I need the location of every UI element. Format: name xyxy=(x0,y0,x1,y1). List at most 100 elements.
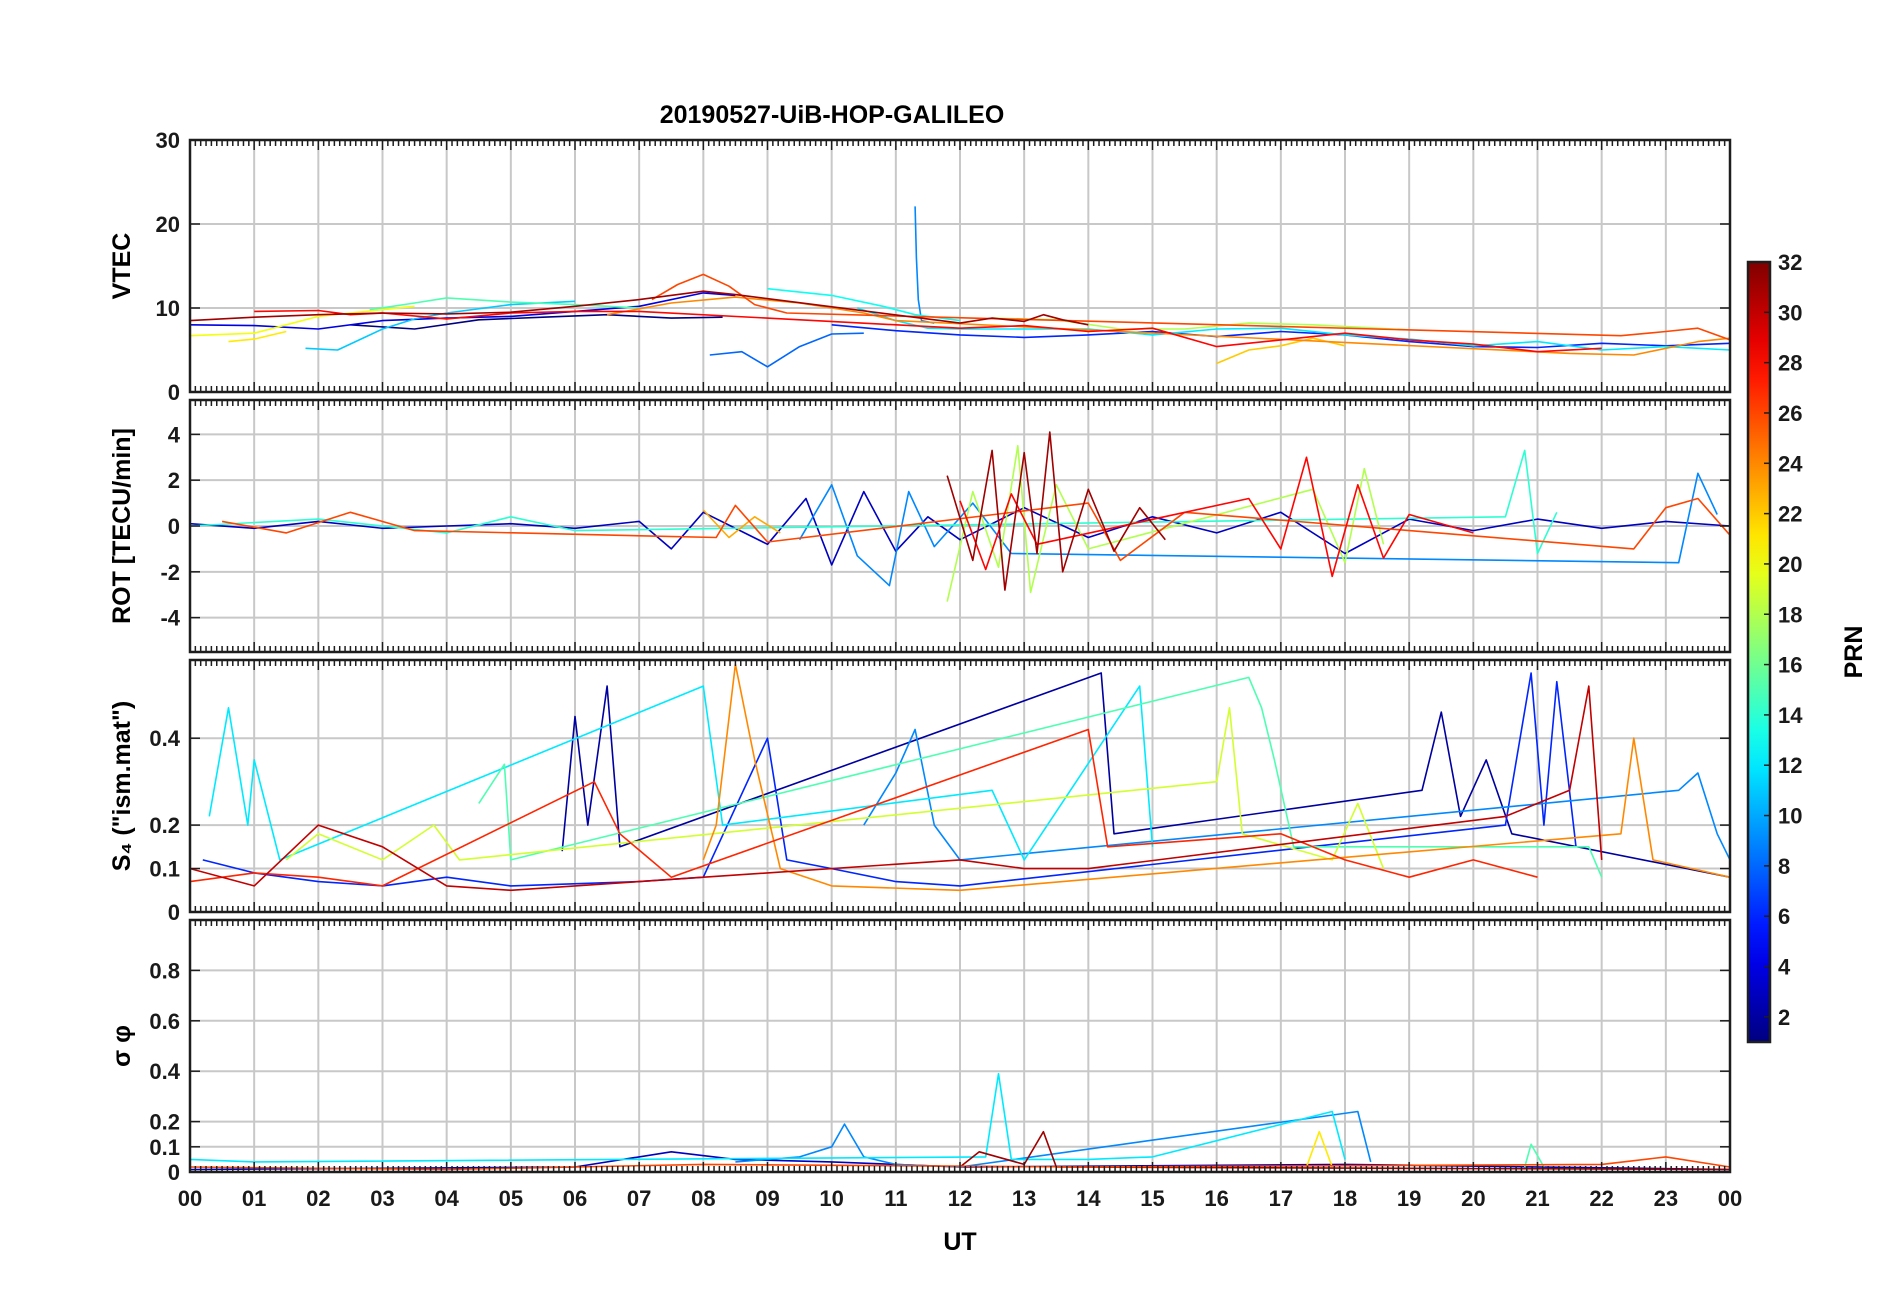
y-tick-label: 0.8 xyxy=(149,958,180,983)
x-tick-label: 17 xyxy=(1269,1186,1293,1211)
series-prn-31 xyxy=(946,431,1166,591)
panel-rot: -4 -2 0 2 4 ROT [TECU/min] xyxy=(108,398,1732,654)
x-tick-label: 11 xyxy=(884,1186,907,1211)
x-tick-label: 07 xyxy=(627,1186,651,1211)
x-tick-label: 08 xyxy=(691,1186,715,1211)
y-tick-label: -2 xyxy=(160,560,180,585)
figure-title: 20190527-UiB-HOP-GALILEO xyxy=(660,101,1005,129)
series-prn-12 xyxy=(208,685,1154,861)
x-tick-label: 18 xyxy=(1333,1186,1357,1211)
colorbar-tick-label: 10 xyxy=(1778,804,1802,829)
series-prn-23 xyxy=(702,509,781,539)
s4-series xyxy=(190,663,1730,892)
x-tick-label: 01 xyxy=(242,1186,266,1211)
y-axis-label: ROT [TECU/min] xyxy=(108,428,136,624)
series-prn-8 xyxy=(709,332,864,368)
series-prn-6 xyxy=(202,672,1577,887)
x-tick-label: 14 xyxy=(1076,1186,1101,1211)
series-prn-1 xyxy=(350,313,723,330)
colorbar-tick-label: 24 xyxy=(1778,451,1803,476)
y-tick-label: 0.6 xyxy=(149,1009,180,1034)
y-tick-label: 0 xyxy=(168,900,180,925)
y-tick-label: 2 xyxy=(168,468,180,493)
y-tick-label: 4 xyxy=(168,422,181,447)
series-prn-11 xyxy=(305,300,576,351)
panel-s4: 0 0.1 0.2 0.4 S₄ ("ism.mat") xyxy=(108,658,1732,925)
y-axis-label: VTEC xyxy=(108,233,136,300)
panel-vtec: 0 10 20 30 VTEC xyxy=(108,128,1732,405)
series-prn-12 xyxy=(190,1072,1346,1163)
y-tick-label: 0 xyxy=(168,380,180,405)
x-tick-label: 03 xyxy=(370,1186,394,1211)
x-tick-label: 04 xyxy=(434,1186,459,1211)
y-tick-label: 0.1 xyxy=(149,1135,180,1160)
x-tick-label: 00 xyxy=(178,1186,202,1211)
y-tick-label: 0 xyxy=(168,1160,180,1185)
series-prn-19 xyxy=(285,707,1385,869)
series-prn-9 xyxy=(735,1110,1372,1168)
series-prn-18 xyxy=(946,445,1385,602)
y-tick-label: -4 xyxy=(160,606,180,631)
x-tick-label: 15 xyxy=(1140,1186,1164,1211)
colorbar-tick-label: 4 xyxy=(1778,955,1791,980)
x-axis: 00 01 02 03 04 05 06 07 08 09 10 11 12 13 14 15 16 17 18 19… xyxy=(178,1186,1742,1256)
x-tick-label: 09 xyxy=(755,1186,779,1211)
x-tick-label: 13 xyxy=(1012,1186,1036,1211)
colorbar-tick-label: 32 xyxy=(1778,250,1802,275)
series-prn-31 xyxy=(190,290,1089,326)
series-prn-15 xyxy=(478,676,1603,878)
series-prn-24 xyxy=(606,296,1730,356)
panel-sigma: 00.10.2 0.4 0.6 0.8 σ φ xyxy=(108,918,1732,1185)
series-prn-21 xyxy=(1305,1130,1333,1168)
colorbar-tick-label: 18 xyxy=(1778,602,1802,627)
y-tick-label: 10 xyxy=(156,296,180,321)
x-tick-label: 02 xyxy=(306,1186,330,1211)
rot-series xyxy=(190,431,1730,602)
y-tick-label: 0.4 xyxy=(149,726,180,751)
y-tick-label: 0.2 xyxy=(149,813,180,838)
series-prn-26 xyxy=(651,273,1730,341)
colorbar-tick-label: 28 xyxy=(1778,351,1802,376)
colorbar-tick-label: 2 xyxy=(1778,1005,1790,1030)
colorbar-frame xyxy=(1746,260,1772,1044)
series-prn-2 xyxy=(561,672,1730,878)
colorbar-tick-label: 20 xyxy=(1778,552,1802,577)
y-axis-label: S₄ ("ism.mat") xyxy=(108,701,136,871)
y-tick-label: 20 xyxy=(156,212,180,237)
y-tick-label: 0.4 xyxy=(149,1059,180,1084)
x-tick-label: 06 xyxy=(563,1186,587,1211)
series-prn-15 xyxy=(1523,1143,1545,1168)
colorbar-tick-label: 6 xyxy=(1778,904,1790,929)
series-prn-9 xyxy=(798,472,1718,587)
y-axis-label: σ φ xyxy=(108,1025,136,1067)
series-prn-4 xyxy=(190,292,736,330)
colorbar-tick-label: 14 xyxy=(1778,703,1803,728)
colorbar-tick-label: 8 xyxy=(1778,854,1790,879)
x-tick-label: 19 xyxy=(1397,1186,1421,1211)
y-tick-label: 0 xyxy=(168,514,180,539)
x-tick-label: 20 xyxy=(1461,1186,1485,1211)
x-axis-label: UT xyxy=(943,1228,976,1256)
series-prn-26 xyxy=(221,497,1730,562)
x-tick-label: 05 xyxy=(499,1186,523,1211)
y-tick-label: 0.1 xyxy=(149,857,180,882)
colorbar-tick-label: 16 xyxy=(1778,653,1802,678)
colorbar-label: PRN xyxy=(1840,626,1868,679)
colorbar-tick-label: 26 xyxy=(1778,401,1802,426)
colorbar-tick-label: 12 xyxy=(1778,753,1802,778)
series-prn-6 xyxy=(831,324,1730,349)
x-tick-label: 16 xyxy=(1204,1186,1228,1211)
series-prn-20 xyxy=(190,305,415,337)
y-tick-label: 30 xyxy=(156,128,180,153)
x-tick-label: 21 xyxy=(1525,1186,1549,1211)
series-prn-12 xyxy=(857,307,1730,351)
colorbar-tick-label: 30 xyxy=(1778,300,1802,325)
vtec-series xyxy=(190,206,1730,368)
x-tick-label: 00 xyxy=(1718,1186,1742,1211)
x-tick-label: 12 xyxy=(948,1186,972,1211)
series-prn-21 xyxy=(228,330,287,343)
colorbar-gradient xyxy=(1748,262,1770,1042)
